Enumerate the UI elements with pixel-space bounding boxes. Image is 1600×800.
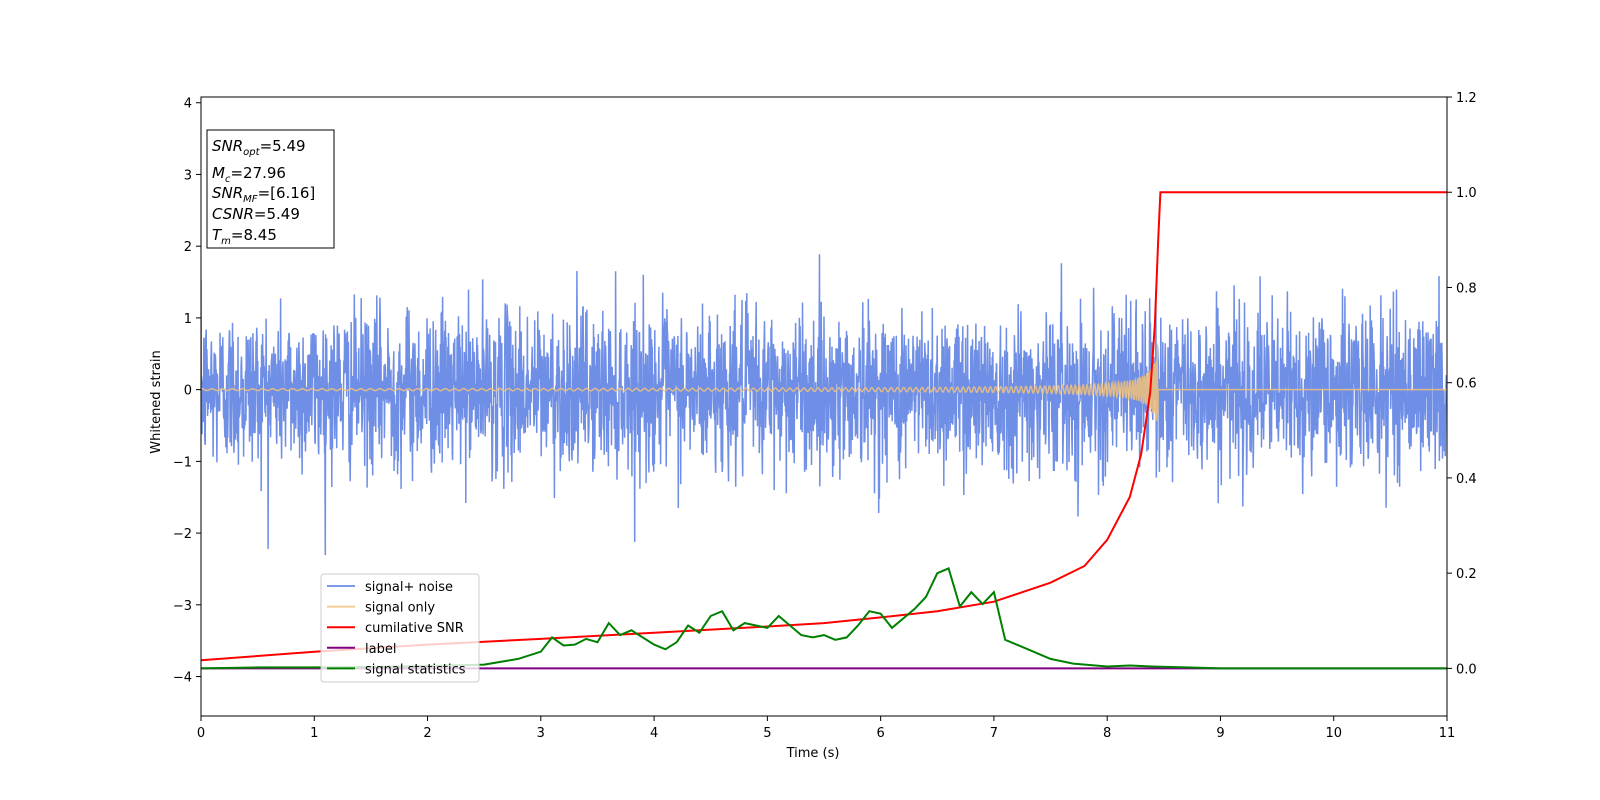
x-tick-label: 11 [1439, 726, 1456, 741]
y-left-tick-label: −3 [173, 599, 192, 614]
y-left-tick-label: 4 [184, 97, 192, 112]
legend-label-noise: signal+ noise [365, 580, 453, 595]
y-left-tick-label: 2 [184, 240, 192, 255]
y-axis-label: Whitened strain [149, 350, 164, 453]
y-right-tick-label: 0.0 [1456, 662, 1477, 677]
y-left-tick-label: −2 [173, 527, 192, 542]
annotation-value: =8.45 [231, 226, 277, 244]
y-right-tick-label: 1.0 [1456, 186, 1477, 201]
x-tick-label: 3 [537, 726, 545, 741]
x-tick-label: 5 [763, 726, 771, 741]
annotation-symbol: M [212, 164, 225, 182]
annotation-symbol: T [212, 226, 223, 244]
x-tick-label: 2 [423, 726, 431, 741]
legend-box [320, 573, 480, 683]
legend-label-stats: signal statistics [365, 662, 466, 677]
x-tick-label: 7 [990, 726, 998, 741]
annotation-subscript: MF [243, 194, 258, 205]
x-tick-label: 9 [1216, 726, 1224, 741]
legend: signal+ noise signal only cumilative SNR la… [320, 573, 480, 683]
annotation-line: SNRMF=[6.16] [212, 184, 315, 205]
y-left-tick-label: 0 [184, 384, 192, 399]
legend-label-signal: signal only [365, 601, 435, 616]
y-left-tick-label: 3 [184, 168, 192, 183]
annotation-symbol: SNR [212, 184, 243, 202]
y-right-tick-label: 0.8 [1456, 281, 1477, 296]
x-tick-label: 8 [1103, 726, 1111, 741]
legend-label-label: label [365, 642, 396, 657]
annotation-subscript: m [221, 236, 231, 247]
annotation-value: =5.49 [254, 205, 300, 223]
annotation-line: SNRopt=5.49 [212, 137, 306, 158]
annotation-frame [206, 129, 335, 249]
annotation-line: Tm=8.45 [212, 226, 277, 247]
annotation-line: Mc=27.96 [212, 164, 286, 185]
x-axis-label: Time (s) [786, 746, 840, 761]
y-right-tick-label: 0.6 [1456, 377, 1477, 392]
annotation-value: =5.49 [260, 137, 306, 155]
x-tick-label: 1 [310, 726, 318, 741]
annotation-symbol: SNR [212, 137, 243, 155]
x-tick-label: 4 [650, 726, 658, 741]
cumulative-snr-line [201, 191, 1447, 662]
x-tick-label: 0 [197, 726, 205, 741]
annotation-value: =27.96 [230, 164, 286, 182]
annotation-line: CSNR=5.49 [212, 205, 300, 223]
x-tick-label: 10 [1325, 726, 1342, 741]
signal-only-line [201, 343, 1447, 422]
legend-label-csnr: cumilative SNR [365, 621, 464, 636]
y-right-tick-label: 0.2 [1456, 567, 1477, 582]
annotation-value: =[6.16] [258, 184, 316, 202]
stats-annotation-box: SNRopt=5.49Mc=27.96SNRMF=[6.16]CSNR=5.49… [206, 129, 335, 249]
annotation-symbol: CSNR [212, 205, 254, 223]
y-left-tick-label: −4 [173, 671, 192, 686]
y-left-tick-label: 1 [184, 312, 192, 327]
y-left-tick-label: −1 [173, 455, 192, 470]
x-tick-label: 6 [876, 726, 884, 741]
annotation-subscript: c [225, 174, 231, 185]
y-right-tick-label: 1.2 [1456, 91, 1477, 106]
y-right-tick-label: 0.4 [1456, 472, 1477, 487]
axes: 0 1 2 3 4 5 6 7 8 9 10 1143210−1−2−3−41.21.00.80.60… [173, 91, 1477, 741]
annotation-subscript: opt [243, 147, 260, 158]
plot-frame [200, 96, 1448, 717]
signal-statistics-line [201, 567, 1447, 670]
signal-noise-line [201, 254, 1447, 556]
